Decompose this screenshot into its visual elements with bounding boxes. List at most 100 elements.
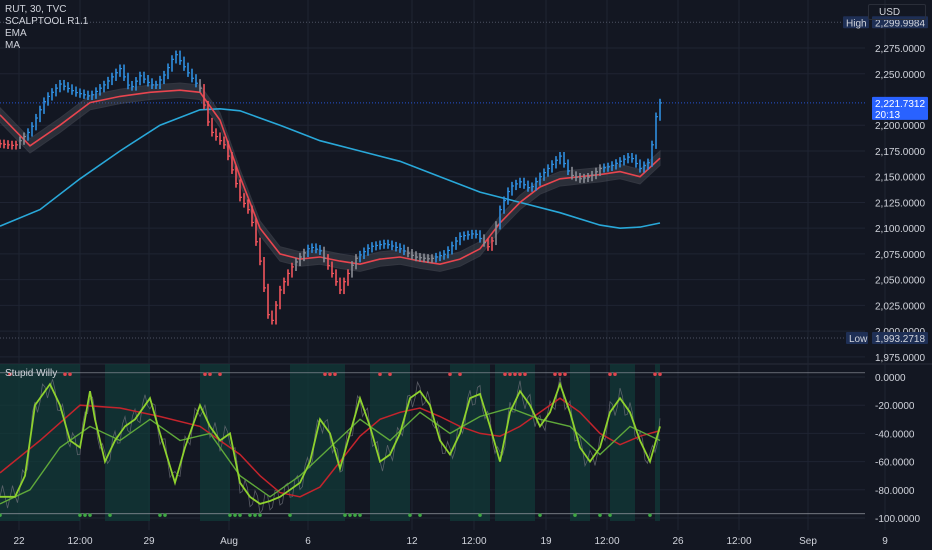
osc-raw-line (0, 376, 661, 515)
sell-signal-dot (63, 372, 67, 377)
indicator-ma[interactable]: MA (5, 40, 20, 51)
time-axis-label: 29 (143, 536, 155, 547)
price-axis-tick: 2,025.0000 (875, 301, 925, 312)
osc-axis-tick: -40.0000 (875, 429, 915, 440)
sell-signal-dot (608, 372, 612, 377)
sell-signal-dot (448, 372, 452, 377)
oscillator-zone (570, 364, 590, 521)
sell-signal-dot (378, 372, 382, 377)
price-axis-tick: 2,100.0000 (875, 224, 925, 235)
buy-signal-dot (358, 513, 362, 517)
buy-signal-dot (478, 513, 482, 517)
time-axis-label: 9 (882, 536, 888, 547)
sell-signal-dot (208, 372, 212, 377)
buy-signal-dot (158, 513, 162, 517)
sell-signal-dot (328, 372, 332, 377)
buy-signal-dot (0, 513, 2, 517)
symbol-legend: RUT, 30, TVC SCALPTOOL R1.1 EMA MA (5, 4, 88, 52)
buy-signal-dot (608, 513, 612, 517)
ma-line[interactable] (0, 107, 661, 230)
price-axis-tick: 2,150.0000 (875, 173, 925, 184)
buy-signal-dot (233, 513, 237, 517)
sell-signal-dot (563, 372, 567, 377)
buy-signal-dot (648, 513, 652, 517)
buy-signal-dot (288, 513, 292, 517)
time-axis-label: 22 (13, 536, 25, 547)
sell-signal-dot (388, 372, 392, 377)
countdown-tag: 20:13 (875, 110, 900, 121)
low-label-tag-bg (846, 332, 868, 345)
indicator-stupid-willy[interactable]: Stupid Willy (5, 368, 58, 379)
oscillator-pane[interactable] (0, 372, 865, 517)
buy-signal-dot (253, 513, 257, 517)
last-price-tag: 2,221.7312 (875, 99, 925, 110)
sell-signal-dot (653, 372, 657, 377)
currency-button[interactable]: USD (868, 4, 926, 20)
ema-line[interactable] (0, 89, 661, 266)
sell-signal-dot (558, 372, 562, 377)
price-pane[interactable] (0, 21, 865, 339)
buy-signal-dot (248, 513, 252, 517)
low-value-tag: 1,993.2718 (875, 334, 925, 345)
oscillator-zone (495, 364, 535, 521)
oscillator-zone (610, 364, 635, 521)
countdown-tag-bg (872, 107, 928, 120)
time-axis-label: Sep (799, 536, 817, 547)
indicator-scalptool[interactable]: SCALPTOOL R1.1 (5, 16, 89, 27)
price-axis-tick: 2,075.0000 (875, 250, 925, 261)
price-axis-tick: 1,975.0000 (875, 353, 925, 364)
sell-signal-dot (218, 372, 222, 377)
osc-axis-tick: 0.0000 (875, 373, 906, 384)
buy-signal-dot (348, 513, 352, 517)
buy-signal-dot (573, 513, 577, 517)
sell-signal-dot (503, 372, 507, 377)
buy-signal-dot (343, 513, 347, 517)
sell-signal-dot (8, 372, 12, 377)
buy-signal-dot (108, 513, 112, 517)
osc-axis-tick: -100.0000 (875, 514, 920, 525)
osc-axis-tick: -60.0000 (875, 458, 915, 469)
sell-signal-dot (658, 372, 662, 377)
time-axis-label: 6 (305, 536, 311, 547)
low-value-tag-bg (872, 332, 928, 345)
time-axis-label: Aug (220, 536, 238, 547)
high-label-tag: High (846, 18, 867, 29)
time-axis-label: 12:00 (67, 536, 92, 547)
buy-signal-dot (78, 513, 82, 517)
price-axis-tick: 2,050.0000 (875, 276, 925, 287)
indicator-ema[interactable]: EMA (5, 28, 27, 39)
osc-axis-tick: -20.0000 (875, 401, 915, 412)
sell-signal-dot (523, 372, 527, 377)
oscillator-legend: Stupid Willy (5, 368, 57, 380)
last-price-tag-bg (872, 96, 928, 109)
price-axis-tick: 2,125.0000 (875, 198, 925, 209)
osc-fast-line[interactable] (0, 381, 661, 505)
price-axis-tick: 2,200.0000 (875, 121, 925, 132)
sell-signal-dot (203, 372, 207, 377)
price-axis-tick: 2,250.0000 (875, 70, 925, 81)
osc-slow-line[interactable] (0, 407, 661, 505)
time-axis-label: 12:00 (594, 536, 619, 547)
price-axis-tick: 2,275.0000 (875, 44, 925, 55)
sell-signal-dot (553, 372, 557, 377)
buy-signal-dot (353, 513, 357, 517)
sell-signal-dot (323, 372, 327, 377)
oscillator-zone (105, 364, 150, 521)
high-value-tag: 2,299.9984 (875, 18, 925, 29)
ema-band (0, 82, 661, 272)
high-label-tag-bg (843, 16, 869, 29)
sell-signal-dot (68, 372, 72, 377)
low-label-tag: Low (849, 334, 868, 345)
time-axis-label: 19 (540, 536, 552, 547)
buy-signal-dot (228, 513, 232, 517)
symbol-title[interactable]: RUT, 30, TVC (5, 4, 67, 15)
sell-signal-dot (513, 372, 517, 377)
price-axis-tick: 2,175.0000 (875, 147, 925, 158)
buy-signal-dot (418, 513, 422, 517)
buy-signal-dot (238, 513, 242, 517)
buy-signal-dot (408, 513, 412, 517)
time-axis-label: 12:00 (726, 536, 751, 547)
time-axis-label: 26 (672, 536, 684, 547)
oscillator-zone (200, 364, 230, 521)
